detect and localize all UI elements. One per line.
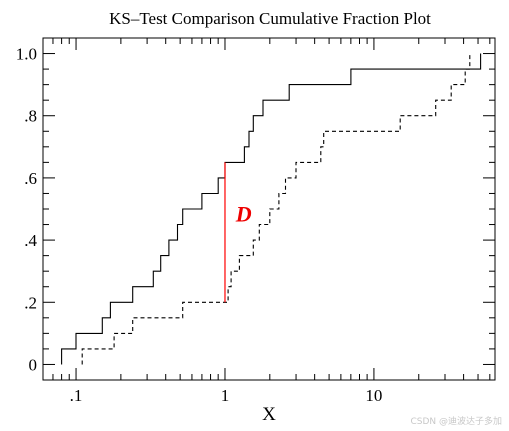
x-tick-label: 1 <box>221 386 230 405</box>
cdf-line-dashed <box>81 53 471 365</box>
d-statistic-label: D <box>235 201 252 226</box>
y-tick-label: 0 <box>29 355 38 374</box>
y-tick-label: .2 <box>24 293 37 312</box>
plot-frame <box>42 37 496 381</box>
x-axis-label: X <box>262 404 276 425</box>
y-tick-label: .6 <box>24 169 37 188</box>
y-tick-label: 1.0 <box>16 45 37 64</box>
x-tick-label: .1 <box>70 386 83 405</box>
plot-area: .1 1 10 0 .2 .4 .6 .8 1.0 D <box>16 37 496 405</box>
chart-title: KS–Test Comparison Cumulative Fraction P… <box>109 9 431 28</box>
watermark: CSDN @迪波达子多加 <box>410 415 502 427</box>
x-tick-label: 10 <box>365 386 382 405</box>
cdf-line-solid <box>61 53 482 365</box>
y-tick-label: .8 <box>24 107 37 126</box>
y-tick-label: .4 <box>24 231 37 250</box>
